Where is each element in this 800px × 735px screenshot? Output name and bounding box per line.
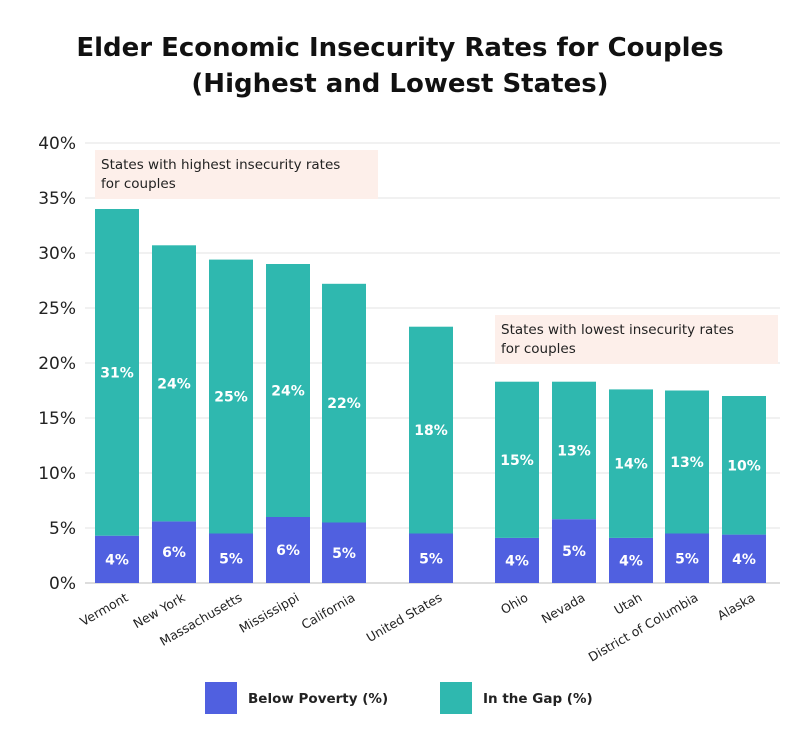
bar-segment: [552, 381, 596, 520]
data-label: 5%: [419, 551, 443, 567]
bar-segment: [209, 259, 253, 534]
data-label: 15%: [500, 453, 534, 469]
x-tick-label: Utah: [611, 590, 644, 618]
bar-segment: [322, 283, 366, 523]
bar-segment: [409, 326, 453, 534]
data-label: 6%: [276, 543, 300, 559]
chart-title: Elder Economic Insecurity Rates for Coup…: [0, 30, 800, 102]
bar-segment: [665, 533, 709, 583]
data-label: 5%: [332, 546, 356, 562]
data-label: 31%: [100, 365, 134, 381]
bar-segment: [552, 519, 596, 583]
bar-segment: [609, 537, 653, 583]
data-label: 4%: [619, 553, 643, 569]
data-label: 22%: [327, 396, 361, 412]
bar-segment: [95, 535, 139, 583]
x-tick-label: Vermont: [77, 590, 130, 629]
x-tick-label: California: [299, 590, 358, 633]
y-tick-label: 5%: [49, 519, 76, 539]
legend-label: In the Gap (%): [483, 691, 593, 707]
data-label: 6%: [162, 545, 186, 561]
chart-title-line-1: Elder Economic Insecurity Rates for Coup…: [76, 33, 724, 63]
bar-segment: [95, 209, 139, 536]
x-tick-label: Alaska: [715, 590, 758, 623]
data-label: 5%: [675, 551, 699, 567]
bar-segment: [266, 517, 310, 583]
annotation-text: for couples: [101, 176, 176, 192]
data-label: 18%: [414, 423, 448, 439]
x-tick-label: Ohio: [498, 590, 531, 617]
data-label: 10%: [727, 458, 761, 474]
legend-swatch: [440, 682, 472, 714]
y-tick-label: 25%: [38, 299, 76, 319]
y-tick-label: 15%: [38, 409, 76, 429]
data-label: 4%: [505, 553, 529, 569]
annotation-text: States with lowest insecurity rates: [501, 322, 734, 338]
y-tick-label: 20%: [38, 354, 76, 374]
y-tick-label: 0%: [49, 574, 76, 594]
data-label: 4%: [732, 552, 756, 568]
chart-title-line-2: (Highest and Lowest States): [191, 69, 609, 99]
data-label: 25%: [214, 390, 248, 406]
legend-swatch: [205, 682, 237, 714]
y-tick-label: 30%: [38, 244, 76, 264]
x-tick-label: Mississippi: [236, 590, 301, 636]
x-tick-label: Nevada: [539, 590, 588, 627]
data-label: 5%: [562, 544, 586, 560]
data-label: 13%: [670, 455, 704, 471]
annotation-box: [495, 315, 778, 364]
bar-segment: [266, 264, 310, 517]
bar-segment: [409, 533, 453, 583]
annotation-text: States with highest insecurity rates: [101, 157, 340, 173]
bar-segment: [722, 534, 766, 583]
bar-segment: [152, 521, 196, 583]
annotation-text: for couples: [501, 341, 576, 357]
bar-segment: [152, 245, 196, 522]
y-tick-label: 40%: [38, 134, 76, 154]
data-label: 24%: [157, 376, 191, 392]
data-label: 24%: [271, 384, 305, 400]
bar-segment: [609, 389, 653, 538]
y-tick-label: 35%: [38, 189, 76, 209]
bar-segment: [722, 396, 766, 535]
x-tick-label: United States: [364, 590, 445, 645]
data-label: 4%: [105, 552, 129, 568]
bar-segment: [322, 522, 366, 583]
bar-segment: [665, 390, 709, 534]
bar-segment: [495, 381, 539, 538]
bar-segment: [209, 533, 253, 583]
y-tick-label: 10%: [38, 464, 76, 484]
data-label: 14%: [614, 457, 648, 473]
bar-segment: [495, 537, 539, 583]
data-label: 5%: [219, 551, 243, 567]
annotation-box: [95, 150, 378, 199]
legend-label: Below Poverty (%): [248, 691, 388, 707]
data-label: 13%: [557, 443, 591, 459]
